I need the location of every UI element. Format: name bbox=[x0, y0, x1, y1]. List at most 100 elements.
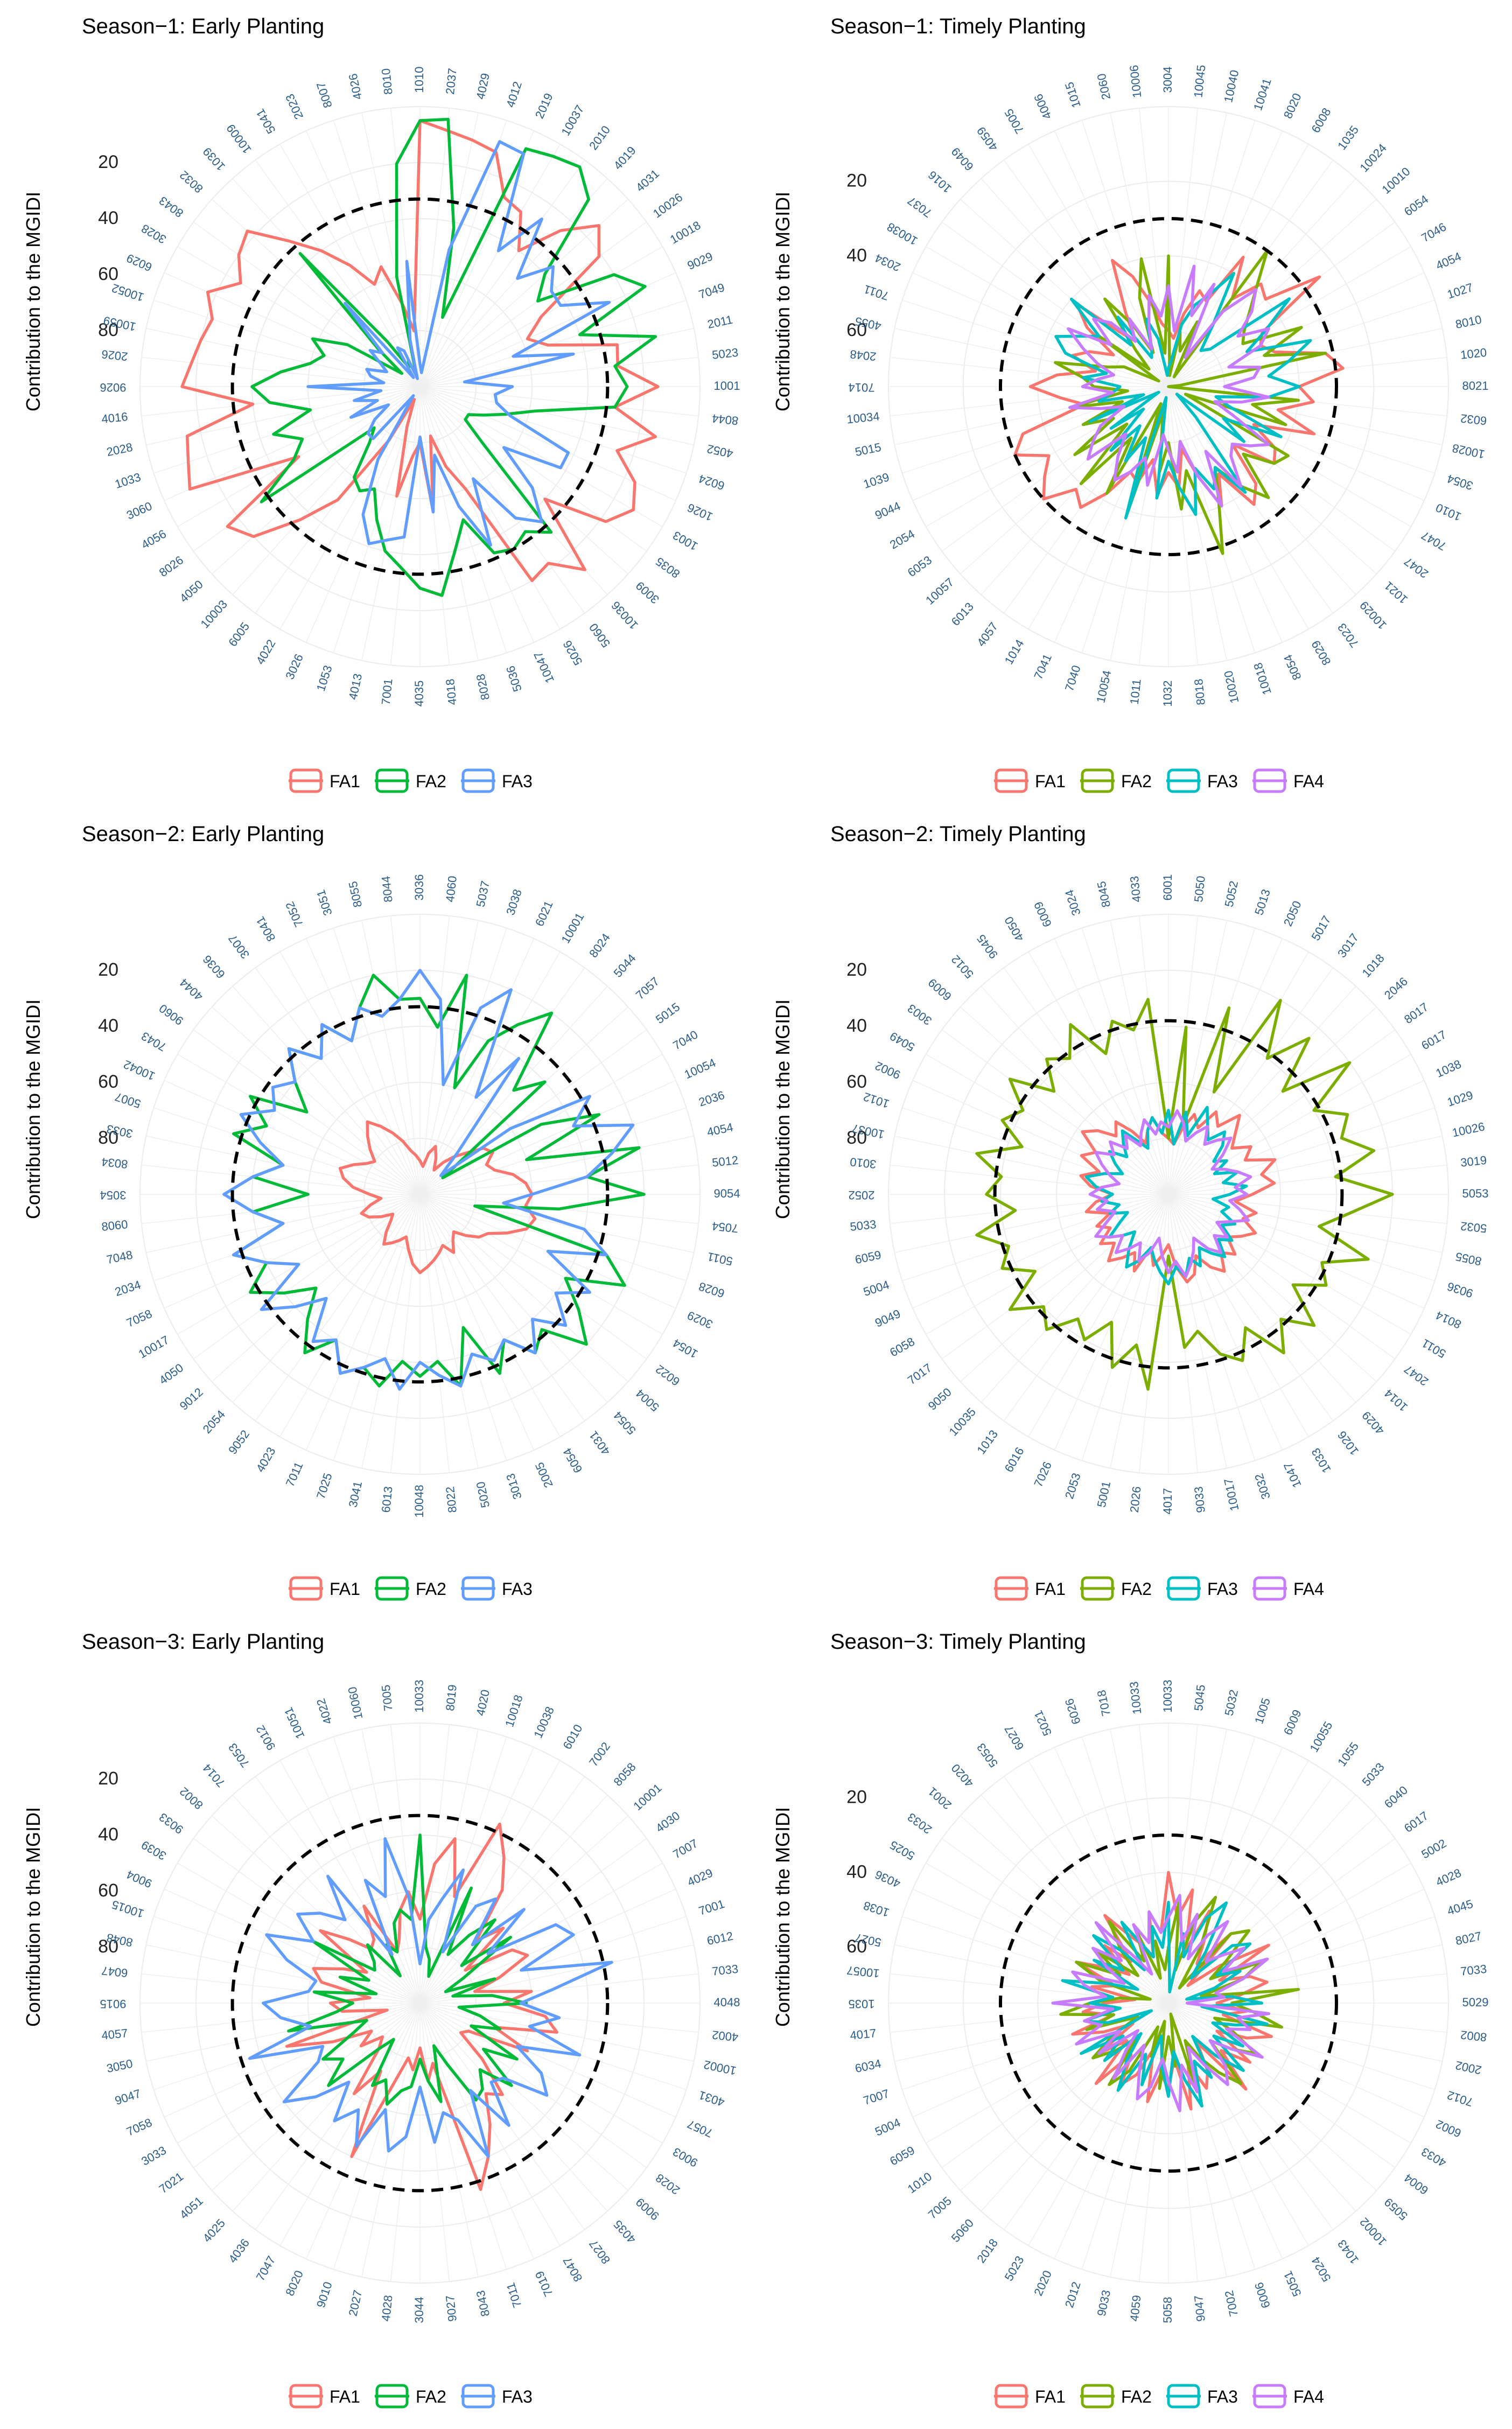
category-label: 5032 bbox=[1460, 1219, 1487, 1235]
grid-spoke bbox=[419, 221, 647, 387]
grid-spoke bbox=[1168, 2003, 1411, 2144]
category-label: 8043 bbox=[157, 194, 186, 220]
category-label: 7053 bbox=[226, 1741, 252, 1770]
grid-spoke bbox=[361, 2003, 421, 2277]
category-label: 6029 bbox=[124, 251, 154, 274]
category-label: 3050 bbox=[106, 2057, 134, 2076]
panel-title: Season−1: Timely Planting bbox=[830, 15, 1086, 38]
category-label: 6017 bbox=[1402, 1809, 1431, 1835]
category-label: 5015 bbox=[653, 1000, 682, 1026]
category-label: 1033 bbox=[1309, 1446, 1334, 1475]
grid-spoke bbox=[419, 1194, 561, 1437]
series-fa2 bbox=[232, 974, 646, 1388]
category-label: 3054 bbox=[100, 1188, 127, 1202]
grid-spoke bbox=[419, 1107, 687, 1195]
category-label: 8002 bbox=[177, 1784, 206, 1812]
legend-label: FA3 bbox=[1207, 1579, 1238, 1599]
grid-spoke bbox=[1168, 386, 1377, 575]
radar-panel-3: Season−2: Early Planting Contribution to … bbox=[22, 822, 740, 1601]
category-label: 1055 bbox=[1335, 1740, 1361, 1769]
category-label: 3003 bbox=[905, 1002, 934, 1028]
grid-spoke bbox=[1081, 928, 1169, 1195]
category-label: 5025 bbox=[887, 1838, 917, 1863]
grid-spoke bbox=[1168, 1194, 1396, 1360]
category-label: 8020 bbox=[1281, 91, 1304, 121]
legend-item-fa2: FA2 bbox=[1080, 1576, 1152, 1601]
category-label: 8022 bbox=[443, 1486, 459, 1513]
legend-label: FA2 bbox=[416, 2387, 446, 2406]
category-label: 2028 bbox=[106, 440, 134, 459]
grid-spoke bbox=[177, 1054, 421, 1195]
category-label: 10017 bbox=[136, 1333, 171, 1361]
category-label: 5020 bbox=[474, 1480, 493, 1509]
category-label: 8047 bbox=[561, 2255, 585, 2284]
category-label: 4057 bbox=[101, 2026, 128, 2042]
category-label: 10020 bbox=[1221, 669, 1241, 704]
category-label: 2033 bbox=[905, 1810, 934, 1837]
grid-spoke bbox=[333, 1737, 421, 2004]
category-label: 7001 bbox=[697, 1897, 726, 1918]
category-label: 6028 bbox=[697, 1279, 726, 1300]
grid-spoke bbox=[305, 130, 421, 387]
grid-spoke bbox=[419, 920, 479, 1195]
grid-spoke bbox=[193, 1194, 421, 1360]
radial-tick-label: 60 bbox=[846, 320, 867, 340]
radial-tick-label: 20 bbox=[98, 152, 118, 172]
category-label: 10045 bbox=[1191, 64, 1208, 98]
category-label: 5021 bbox=[1031, 1709, 1054, 1738]
grid-spoke bbox=[1168, 2003, 1435, 2090]
grid-spoke bbox=[1168, 1815, 1377, 2004]
grid-spoke bbox=[419, 144, 561, 387]
category-label: 4033 bbox=[1128, 876, 1144, 903]
legend-item-fa3: FA3 bbox=[461, 1576, 533, 1601]
grid-spoke bbox=[232, 2003, 421, 2211]
category-label: 1003 bbox=[670, 528, 700, 553]
grid-spoke bbox=[1168, 386, 1443, 445]
category-label: 10026 bbox=[650, 190, 685, 220]
legend-label: FA4 bbox=[1293, 1579, 1324, 1599]
category-label: 6054 bbox=[1402, 192, 1431, 219]
category-label: 9060 bbox=[157, 1002, 186, 1028]
legend-item-fa3: FA3 bbox=[1166, 2384, 1238, 2409]
grid-spoke bbox=[1168, 1194, 1356, 1403]
grid-spoke bbox=[912, 1194, 1169, 1309]
category-label: 5041 bbox=[253, 107, 278, 136]
category-label: 6006 bbox=[1252, 2280, 1273, 2309]
category-label: 9047 bbox=[113, 2087, 142, 2108]
radar-panel-6: Season−3: Timely Planting Contribution to… bbox=[772, 1630, 1489, 2409]
category-label: 2027 bbox=[346, 2289, 365, 2318]
category-label: 10057 bbox=[923, 575, 956, 607]
category-label: 6002 bbox=[1434, 2117, 1464, 2140]
grid-spoke bbox=[419, 1194, 479, 1468]
series-fa3 bbox=[1061, 1901, 1269, 2108]
category-label: 10052 bbox=[110, 281, 145, 304]
grid-spoke bbox=[1168, 1724, 1199, 2004]
category-label: 1027 bbox=[1445, 281, 1474, 302]
category-label: 2020 bbox=[1031, 2269, 1054, 2298]
category-label: 8058 bbox=[611, 1760, 638, 1789]
category-label: 2028 bbox=[653, 2171, 682, 2197]
grid-spoke bbox=[1168, 356, 1447, 387]
grid-spoke bbox=[1054, 2003, 1169, 2259]
grid-spoke bbox=[1168, 108, 1199, 387]
grid-spoke bbox=[212, 386, 421, 575]
category-label: 4054 bbox=[1434, 249, 1464, 272]
grid-spoke bbox=[193, 1838, 421, 2004]
category-label: 7058 bbox=[124, 2116, 154, 2139]
legend-label: FA3 bbox=[502, 2387, 533, 2406]
radial-tick-label: 60 bbox=[98, 1880, 118, 1901]
category-label: 4016 bbox=[101, 410, 128, 426]
category-label: 10006 bbox=[1127, 65, 1144, 99]
grid-spoke bbox=[1168, 920, 1227, 1195]
grid-spoke bbox=[1168, 1194, 1435, 1282]
grid-spoke bbox=[419, 1164, 699, 1195]
category-label: 7012 bbox=[1445, 2088, 1474, 2109]
category-label: 5037 bbox=[473, 880, 492, 908]
category-label: 4029 bbox=[1359, 1409, 1387, 1437]
category-label: 4019 bbox=[611, 144, 638, 172]
grid-spoke bbox=[1168, 2003, 1443, 2062]
category-label: 6009 bbox=[1031, 900, 1054, 929]
grid-spoke bbox=[419, 1760, 561, 2004]
grid-spoke bbox=[419, 159, 585, 387]
category-label: 5029 bbox=[1462, 1996, 1489, 2009]
